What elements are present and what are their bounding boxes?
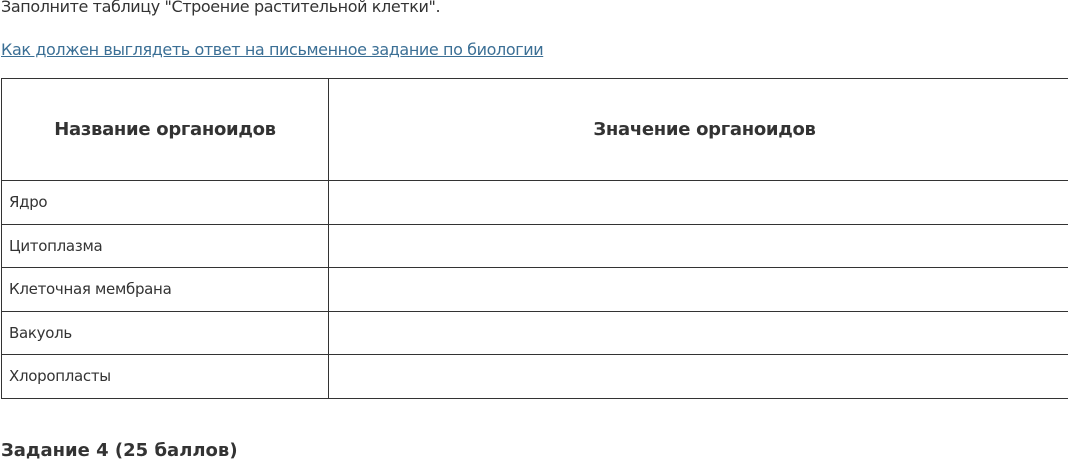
organelle-name: Ядро bbox=[2, 181, 329, 225]
table-row: Клеточная мембрана bbox=[2, 268, 1068, 312]
organelle-function-cell bbox=[329, 355, 1068, 399]
organelle-name: Цитоплазма bbox=[2, 224, 329, 268]
organelles-table: Название органоидов Значение органоидов … bbox=[1, 78, 1068, 399]
task-instruction: Заполните таблицу "Строение растительной… bbox=[1, 0, 440, 16]
answer-guide-link[interactable]: Как должен выглядеть ответ на письменное… bbox=[1, 40, 543, 59]
organelle-name: Хлоропласты bbox=[2, 355, 329, 399]
organelle-name: Клеточная мембрана bbox=[2, 268, 329, 312]
organelle-function-cell bbox=[329, 268, 1068, 312]
organelle-function-cell bbox=[329, 311, 1068, 355]
organelle-name: Вакуоль bbox=[2, 311, 329, 355]
table-row: Ядро bbox=[2, 181, 1068, 225]
table-header-row: Название органоидов Значение органоидов bbox=[2, 79, 1068, 181]
header-organelle-function: Значение органоидов bbox=[329, 79, 1068, 181]
table-row: Цитоплазма bbox=[2, 224, 1068, 268]
organelle-function-cell bbox=[329, 181, 1068, 225]
header-organelle-name: Название органоидов bbox=[2, 79, 329, 181]
table-row: Хлоропласты bbox=[2, 355, 1068, 399]
organelle-function-cell bbox=[329, 224, 1068, 268]
table-row: Вакуоль bbox=[2, 311, 1068, 355]
